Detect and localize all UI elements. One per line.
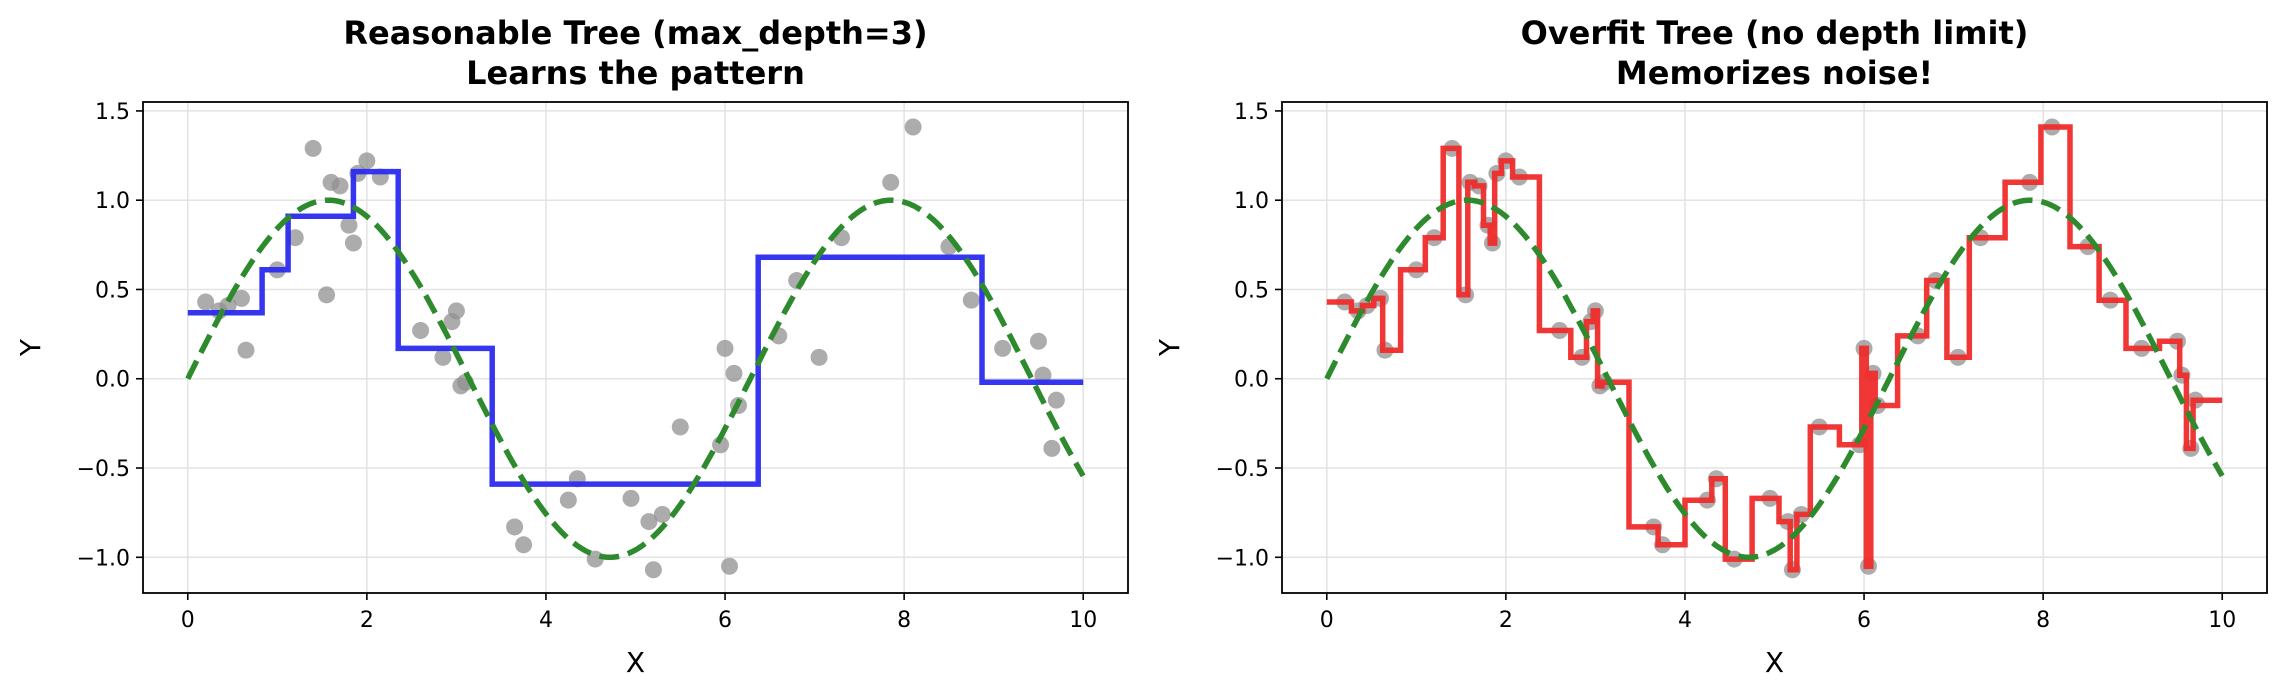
y-tick-label: −1.0 — [1216, 546, 1269, 571]
x-tick-label: 10 — [1069, 608, 1097, 633]
data-point — [716, 339, 734, 357]
chart-title-line: Overfit Tree (no depth limit) — [1521, 14, 2029, 52]
x-axis-label: X — [1765, 646, 1784, 679]
data-point — [994, 339, 1012, 357]
x-tick-label: 2 — [360, 608, 374, 633]
data-point — [904, 118, 922, 136]
plot-area — [185, 118, 1086, 579]
data-point — [237, 341, 255, 359]
chart-title-line: Reasonable Tree (max_depth=3) — [343, 14, 927, 52]
x-tick-label: 8 — [897, 608, 911, 633]
data-point — [318, 286, 336, 304]
data-point — [434, 348, 452, 366]
data-point — [671, 418, 689, 436]
data-point — [358, 152, 376, 170]
data-point — [286, 229, 304, 247]
y-tick-label: 0.0 — [95, 368, 130, 393]
x-tick-label: 6 — [718, 608, 732, 633]
prediction-step-line — [1326, 124, 2223, 573]
data-point — [644, 561, 662, 579]
data-point — [331, 177, 349, 195]
data-point — [1043, 439, 1061, 457]
data-point — [1034, 366, 1052, 384]
data-point — [1047, 391, 1065, 409]
prediction-step-line — [187, 168, 1084, 487]
plot-area — [1324, 118, 2225, 579]
y-tick-label: 1.0 — [95, 189, 130, 214]
data-point — [725, 364, 743, 382]
x-tick-label: 2 — [1499, 608, 1513, 633]
data-point — [515, 536, 533, 554]
data-point — [506, 518, 524, 536]
data-point — [197, 293, 215, 311]
y-axis-label: Y — [14, 338, 47, 357]
true-function-line — [1324, 197, 2225, 561]
data-point — [340, 216, 358, 234]
data-point — [653, 505, 671, 523]
y-axis-label: Y — [1153, 338, 1186, 357]
data-point — [344, 234, 362, 252]
true-function-line — [185, 197, 1086, 561]
y-tick-label: 0.5 — [95, 278, 130, 303]
data-point — [721, 557, 739, 575]
x-tick-label: 4 — [1678, 608, 1692, 633]
y-tick-label: −0.5 — [1216, 457, 1269, 482]
data-point — [586, 550, 604, 568]
x-tick-label: 0 — [181, 608, 195, 633]
data-point — [304, 139, 322, 157]
chart-overfit-tree: Overfit Tree (no depth limit)Memorizes n… — [1153, 14, 2268, 679]
chart-reasonable-tree: Reasonable Tree (max_depth=3)Learns the … — [14, 14, 1129, 679]
data-point — [622, 489, 640, 507]
chart-title-line: Memorizes noise! — [1616, 54, 1933, 92]
data-point — [559, 491, 577, 509]
x-tick-label: 4 — [539, 608, 553, 633]
y-tick-label: −0.5 — [77, 457, 130, 482]
x-tick-label: 0 — [1320, 608, 1334, 633]
data-point — [1029, 332, 1047, 350]
y-tick-label: 1.5 — [95, 100, 130, 125]
chart-title-line: Learns the pattern — [466, 54, 805, 92]
x-tick-label: 6 — [1857, 608, 1871, 633]
x-tick-label: 10 — [2208, 608, 2236, 633]
data-point — [640, 513, 658, 531]
data-point — [882, 173, 900, 191]
x-axis-label: X — [626, 646, 645, 679]
y-tick-label: 1.5 — [1234, 100, 1269, 125]
y-tick-label: 0.0 — [1234, 368, 1269, 393]
y-tick-label: −1.0 — [77, 546, 130, 571]
data-point — [233, 289, 250, 307]
y-tick-label: 0.5 — [1234, 278, 1269, 303]
x-tick-label: 8 — [2036, 608, 2050, 633]
data-point — [447, 302, 465, 320]
y-tick-label: 1.0 — [1234, 189, 1269, 214]
data-point — [412, 322, 430, 340]
data-point — [962, 291, 980, 309]
data-point — [810, 348, 828, 366]
axes-frame — [1281, 101, 2268, 594]
axes-frame — [142, 101, 1129, 594]
